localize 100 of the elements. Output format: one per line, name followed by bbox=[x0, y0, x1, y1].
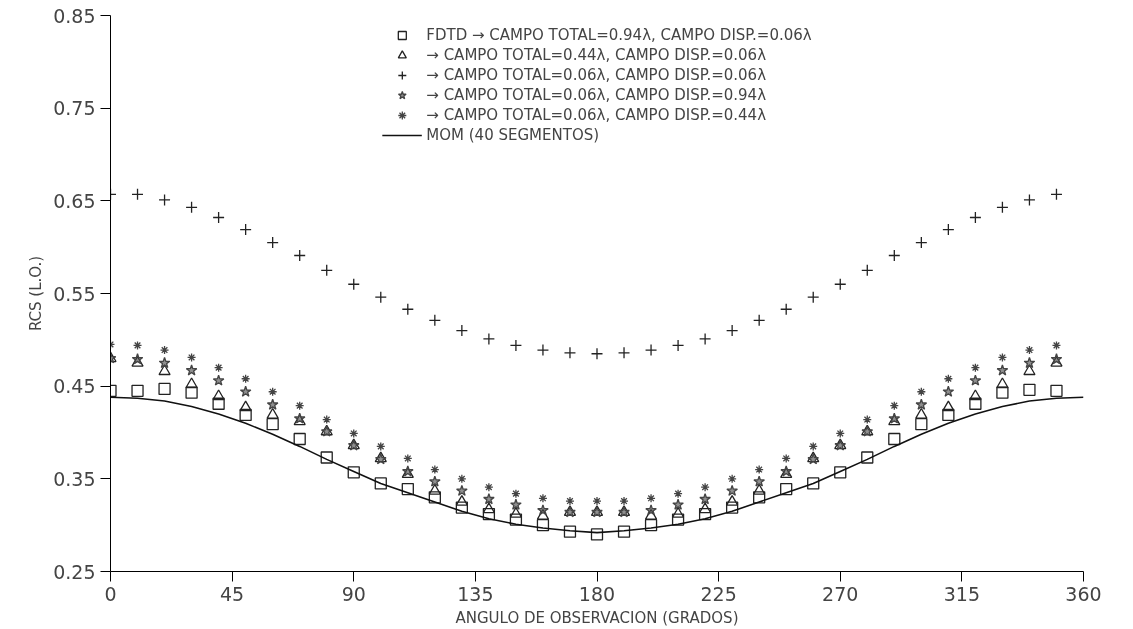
point bbox=[322, 414, 332, 425]
point bbox=[1024, 345, 1035, 355]
point bbox=[212, 389, 225, 401]
point bbox=[619, 496, 629, 506]
point bbox=[266, 398, 279, 410]
point bbox=[700, 482, 710, 492]
point bbox=[293, 432, 306, 446]
point bbox=[213, 362, 224, 373]
point bbox=[808, 441, 818, 452]
legend-label: FDTD → CAMPO TOTAL=0.94λ, CAMPO DISP.=0.06λ bbox=[426, 26, 812, 44]
point bbox=[186, 352, 197, 363]
point bbox=[536, 519, 550, 532]
y-tick-label: 0.85 bbox=[53, 4, 96, 27]
point bbox=[537, 504, 549, 516]
point bbox=[483, 493, 495, 505]
point bbox=[185, 377, 198, 389]
point bbox=[915, 407, 928, 419]
point bbox=[835, 428, 845, 439]
legend-label: → CAMPO TOTAL=0.06λ, CAMPO DISP.=0.06λ bbox=[426, 66, 767, 84]
point bbox=[1051, 340, 1062, 351]
legend-label: → CAMPO TOTAL=0.06λ, CAMPO DISP.=0.44λ bbox=[426, 106, 767, 124]
point bbox=[430, 464, 440, 475]
point bbox=[239, 408, 252, 422]
point bbox=[482, 507, 496, 521]
point bbox=[725, 495, 739, 506]
point bbox=[942, 408, 955, 422]
point bbox=[969, 374, 982, 386]
point bbox=[698, 507, 712, 521]
point bbox=[1023, 383, 1036, 397]
point bbox=[239, 400, 252, 412]
point bbox=[754, 464, 764, 475]
point bbox=[915, 418, 928, 431]
point bbox=[996, 364, 1009, 376]
point bbox=[159, 345, 170, 355]
point bbox=[996, 386, 1009, 399]
x-tick-label: 180 bbox=[578, 582, 616, 605]
x-tick-label: 315 bbox=[943, 582, 981, 605]
point bbox=[455, 501, 469, 514]
point bbox=[536, 508, 550, 520]
point bbox=[671, 507, 685, 518]
x-tick-label: 90 bbox=[341, 582, 366, 605]
point bbox=[212, 211, 225, 224]
point bbox=[428, 491, 441, 504]
point bbox=[644, 519, 658, 532]
point bbox=[807, 477, 820, 490]
point bbox=[538, 493, 548, 503]
point bbox=[374, 477, 387, 490]
point bbox=[671, 513, 685, 526]
point bbox=[969, 389, 982, 401]
point bbox=[428, 475, 441, 487]
point bbox=[239, 385, 252, 397]
point bbox=[158, 364, 171, 376]
point bbox=[915, 398, 928, 410]
point bbox=[185, 386, 198, 399]
y-axis-title: RCS (L.O.) bbox=[27, 255, 46, 332]
x-tick-label: 270 bbox=[822, 582, 859, 605]
point bbox=[484, 482, 494, 492]
point bbox=[617, 525, 631, 538]
point bbox=[698, 502, 712, 514]
point bbox=[592, 496, 602, 506]
y-tick-label: 0.45 bbox=[53, 375, 96, 398]
point bbox=[131, 384, 144, 397]
point bbox=[349, 428, 359, 439]
point bbox=[212, 374, 225, 386]
point bbox=[969, 397, 982, 410]
point bbox=[888, 432, 901, 446]
point bbox=[457, 474, 467, 484]
point bbox=[563, 525, 577, 538]
point bbox=[268, 387, 278, 397]
point bbox=[943, 374, 954, 384]
point bbox=[403, 453, 413, 464]
legend-label: MOM (40 SEGMENTOS) bbox=[426, 126, 600, 144]
point bbox=[916, 387, 926, 397]
x-tick-label: 0 bbox=[104, 582, 117, 605]
point bbox=[996, 377, 1009, 389]
point bbox=[781, 453, 791, 464]
point bbox=[509, 513, 523, 526]
point bbox=[266, 418, 279, 431]
point bbox=[725, 501, 739, 514]
point bbox=[699, 493, 711, 505]
x-tick-label: 45 bbox=[220, 582, 245, 605]
point bbox=[646, 493, 656, 503]
point bbox=[376, 441, 386, 452]
point bbox=[320, 451, 333, 464]
y-tick-label: 0.25 bbox=[53, 560, 96, 583]
point bbox=[673, 489, 683, 499]
point bbox=[644, 508, 658, 520]
point bbox=[401, 482, 414, 496]
point bbox=[212, 397, 225, 410]
point bbox=[347, 466, 360, 479]
point bbox=[590, 528, 604, 541]
x-axis-title: ANGULO DE OBSERVACION (GRADOS) bbox=[455, 608, 739, 627]
point bbox=[295, 400, 305, 411]
point bbox=[942, 400, 955, 412]
point bbox=[1023, 364, 1036, 376]
legend-label: → CAMPO TOTAL=0.06λ, CAMPO DISP.=0.94λ bbox=[426, 86, 767, 104]
point bbox=[565, 496, 575, 506]
point bbox=[132, 340, 143, 351]
point bbox=[726, 484, 739, 496]
point bbox=[455, 484, 468, 496]
